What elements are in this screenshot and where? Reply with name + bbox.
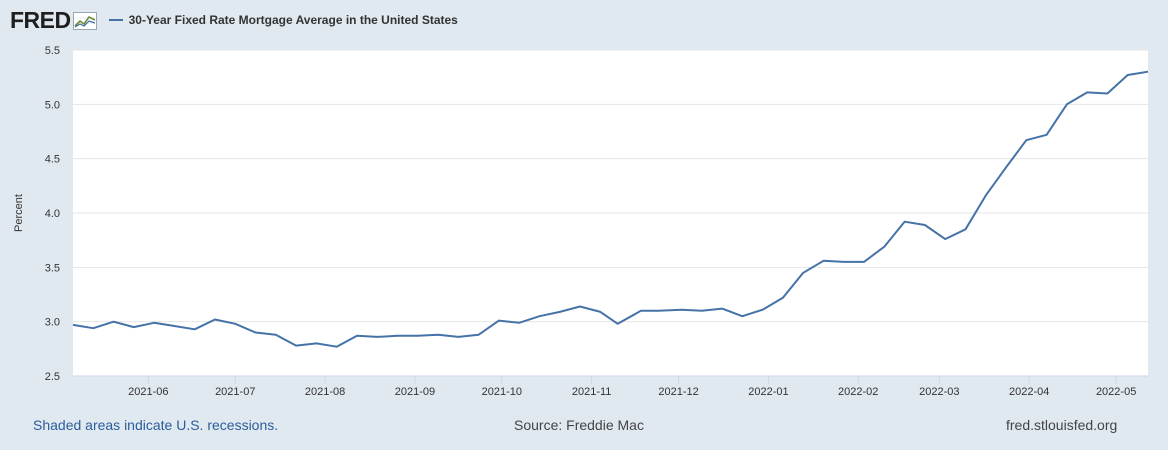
data-point[interactable] bbox=[800, 270, 806, 276]
data-point[interactable] bbox=[983, 193, 989, 199]
data-point[interactable] bbox=[1064, 101, 1070, 107]
data-point[interactable] bbox=[455, 334, 461, 340]
x-tick-label: 2022-05 bbox=[1096, 386, 1136, 398]
x-tick-label: 2022-01 bbox=[748, 386, 788, 398]
data-point[interactable] bbox=[1044, 132, 1050, 138]
data-point[interactable] bbox=[922, 222, 928, 228]
data-point[interactable] bbox=[253, 330, 259, 336]
y-tick-label: 3.0 bbox=[45, 317, 60, 329]
data-point[interactable] bbox=[232, 321, 238, 327]
legend-swatch bbox=[108, 19, 123, 21]
data-point[interactable] bbox=[435, 332, 441, 338]
site-url[interactable]: fred.stlouisfed.org bbox=[1006, 417, 1118, 433]
data-point[interactable] bbox=[902, 219, 908, 225]
x-tick-label: 2021-10 bbox=[482, 386, 522, 398]
data-point[interactable] bbox=[90, 325, 96, 331]
data-point[interactable] bbox=[354, 333, 360, 339]
data-point[interactable] bbox=[171, 323, 177, 329]
data-point[interactable] bbox=[111, 319, 117, 325]
data-point[interactable] bbox=[151, 320, 157, 326]
x-tick-label: 2022-03 bbox=[919, 386, 959, 398]
data-point[interactable] bbox=[476, 332, 482, 338]
data-point[interactable] bbox=[699, 308, 705, 314]
data-point[interactable] bbox=[1003, 164, 1009, 170]
chart-header: FRED 30-Year Fixed Rate Mortgage Average… bbox=[10, 6, 458, 34]
data-point[interactable] bbox=[131, 324, 137, 330]
data-point[interactable] bbox=[70, 322, 76, 328]
data-point[interactable] bbox=[537, 313, 543, 319]
x-tick-label: 2021-06 bbox=[128, 386, 168, 398]
data-point[interactable] bbox=[638, 308, 644, 314]
fred-logo[interactable]: FRED bbox=[10, 6, 71, 33]
y-axis-ticks: 2.5 3.0 3.5 4.0 4.5 5.0 5.5 bbox=[45, 45, 60, 383]
data-point[interactable] bbox=[212, 317, 218, 323]
data-point[interactable] bbox=[1104, 91, 1110, 97]
y-axis-label: Percent bbox=[13, 194, 25, 232]
data-point[interactable] bbox=[415, 333, 421, 339]
data-point[interactable] bbox=[942, 236, 948, 242]
x-tick-label: 2022-02 bbox=[838, 386, 878, 398]
data-point[interactable] bbox=[334, 344, 340, 350]
source-note: Source: Freddie Mac bbox=[514, 417, 644, 433]
data-point[interactable] bbox=[739, 313, 745, 319]
data-point[interactable] bbox=[313, 340, 319, 346]
data-point[interactable] bbox=[655, 308, 661, 314]
y-tick-label: 5.5 bbox=[45, 45, 60, 57]
data-point[interactable] bbox=[293, 343, 299, 349]
y-tick-label: 3.5 bbox=[45, 262, 60, 274]
legend-series-label[interactable]: 30-Year Fixed Rate Mortgage Average in t… bbox=[128, 13, 458, 27]
data-point[interactable] bbox=[1084, 89, 1090, 95]
data-point[interactable] bbox=[1125, 72, 1131, 78]
data-point[interactable] bbox=[719, 306, 725, 312]
x-tick-label: 2021-12 bbox=[658, 386, 698, 398]
data-point[interactable] bbox=[395, 333, 401, 339]
x-axis-ticks: 2021-06 2021-07 2021-08 2021-09 2021-10 2021-… bbox=[73, 375, 1148, 398]
data-point[interactable] bbox=[760, 307, 766, 313]
data-point[interactable] bbox=[780, 295, 786, 301]
data-point[interactable] bbox=[821, 258, 827, 264]
data-point[interactable] bbox=[963, 226, 969, 232]
x-tick-label: 2021-07 bbox=[215, 386, 255, 398]
x-tick-label: 2022-04 bbox=[1009, 386, 1049, 398]
recessions-note[interactable]: Shaded areas indicate U.S. recessions. bbox=[33, 417, 279, 433]
y-tick-label: 2.5 bbox=[45, 371, 60, 383]
data-point[interactable] bbox=[1145, 69, 1151, 75]
data-point[interactable] bbox=[577, 304, 583, 310]
x-tick-label: 2021-11 bbox=[572, 386, 612, 398]
fred-logo-chart-icon bbox=[72, 12, 97, 30]
data-point[interactable] bbox=[881, 244, 887, 250]
data-point[interactable] bbox=[273, 332, 279, 338]
x-tick-label: 2021-08 bbox=[305, 386, 345, 398]
data-point[interactable] bbox=[516, 320, 522, 326]
data-point[interactable] bbox=[496, 318, 502, 324]
y-tick-label: 5.0 bbox=[45, 99, 60, 111]
data-point[interactable] bbox=[679, 307, 685, 313]
data-point[interactable] bbox=[192, 326, 198, 332]
data-point[interactable] bbox=[861, 259, 867, 265]
data-point[interactable] bbox=[597, 309, 603, 315]
data-point[interactable] bbox=[557, 309, 563, 315]
data-point[interactable] bbox=[1023, 137, 1029, 143]
data-point[interactable] bbox=[374, 334, 380, 340]
data-point[interactable] bbox=[841, 259, 847, 265]
data-point[interactable] bbox=[615, 321, 621, 327]
y-tick-label: 4.0 bbox=[45, 208, 60, 220]
x-tick-label: 2021-09 bbox=[395, 386, 435, 398]
series-line[interactable] bbox=[72, 70, 1149, 348]
y-tick-label: 4.5 bbox=[45, 154, 60, 166]
